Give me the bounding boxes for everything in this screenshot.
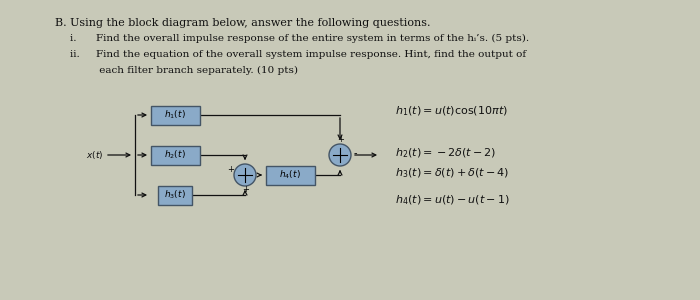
Text: $h_2(t)$: $h_2(t)$	[164, 149, 186, 161]
Text: +: +	[337, 136, 344, 145]
Text: +: +	[228, 166, 234, 175]
Circle shape	[329, 144, 351, 166]
FancyBboxPatch shape	[150, 146, 200, 164]
Circle shape	[234, 164, 256, 186]
Text: $h_3(t)$: $h_3(t)$	[164, 189, 186, 201]
Text: i.      Find the overall impulse response of the entire system in terms of the h: i. Find the overall impulse response of …	[70, 34, 529, 43]
Text: ii.     Find the equation of the overall system impulse response. Hint, find the: ii. Find the equation of the overall sys…	[70, 50, 526, 59]
Text: each filter branch separately. (10 pts): each filter branch separately. (10 pts)	[70, 66, 298, 75]
Text: -: -	[354, 148, 357, 158]
Text: $h_2(t)=-2\delta(t-2)$: $h_2(t)=-2\delta(t-2)$	[395, 146, 496, 160]
Text: $h_4(t)$: $h_4(t)$	[279, 169, 301, 181]
Text: $h_3(t)=\delta(t)+\delta(t-4)$: $h_3(t)=\delta(t)+\delta(t-4)$	[395, 166, 509, 180]
FancyBboxPatch shape	[150, 106, 200, 124]
FancyBboxPatch shape	[158, 185, 192, 205]
Text: $h_4(t)=u(t)-u(t-1)$: $h_4(t)=u(t)-u(t-1)$	[395, 193, 510, 207]
Text: $x(t)$: $x(t)$	[85, 149, 103, 161]
Text: B. Using the block diagram below, answer the following questions.: B. Using the block diagram below, answer…	[55, 18, 431, 28]
FancyBboxPatch shape	[265, 166, 314, 184]
Text: +: +	[243, 185, 249, 194]
Text: $h_1(t)=u(t)\mathrm{cos}(10\pi t)$: $h_1(t)=u(t)\mathrm{cos}(10\pi t)$	[395, 104, 508, 118]
Text: $h_1(t)$: $h_1(t)$	[164, 109, 186, 121]
